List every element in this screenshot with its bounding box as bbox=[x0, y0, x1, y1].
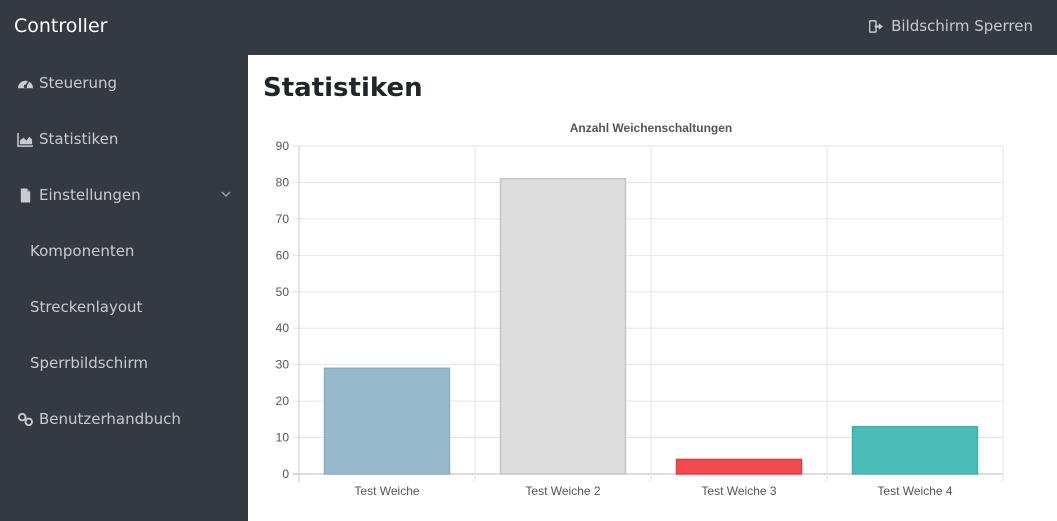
top-navbar: Controller Bildschirm Sperren bbox=[0, 0, 1057, 55]
x-tick-label: Test Weiche 2 bbox=[525, 484, 600, 498]
lock-screen-label: Bildschirm Sperren bbox=[891, 17, 1033, 35]
chart-title: Anzahl Weichenschaltungen bbox=[570, 121, 732, 135]
x-tick-label: Test Weiche bbox=[354, 484, 419, 498]
sidebar-item-label: Steuerung bbox=[39, 74, 118, 92]
app-brand[interactable]: Controller bbox=[14, 15, 108, 37]
area-chart-icon bbox=[16, 131, 34, 147]
dashboard-icon bbox=[16, 75, 34, 91]
y-tick-label: 80 bbox=[276, 175, 290, 189]
bar bbox=[851, 425, 979, 475]
sidebar: Steuerung Statistiken Einstellungen Komp… bbox=[0, 55, 248, 521]
y-tick-label: 50 bbox=[276, 285, 290, 299]
y-tick-label: 10 bbox=[276, 431, 290, 445]
file-icon bbox=[16, 187, 34, 203]
sidebar-item-label: Benutzerhandbuch bbox=[39, 410, 181, 428]
sidebar-item-komponenten[interactable]: Komponenten bbox=[0, 231, 248, 271]
bar bbox=[323, 367, 451, 475]
sidebar-item-streckenlayout[interactable]: Streckenlayout bbox=[0, 287, 248, 327]
x-tick-label: Test Weiche 4 bbox=[877, 484, 952, 498]
y-tick-label: 0 bbox=[282, 467, 289, 481]
y-tick-label: 20 bbox=[276, 394, 290, 408]
sidebar-item-label: Sperrbildschirm bbox=[30, 354, 148, 372]
link-icon bbox=[16, 411, 34, 427]
sidebar-item-label: Einstellungen bbox=[39, 186, 141, 204]
x-tick-label: Test Weiche 3 bbox=[701, 484, 776, 498]
bar bbox=[499, 178, 627, 475]
chevron-down-icon bbox=[221, 191, 231, 198]
sidebar-item-sperrbildschirm[interactable]: Sperrbildschirm bbox=[0, 343, 248, 383]
sign-out-icon bbox=[869, 19, 884, 33]
main-content: Statistiken Anzahl Weichenschaltungen 0 10… bbox=[248, 55, 1057, 521]
lock-screen-button[interactable]: Bildschirm Sperren bbox=[869, 17, 1033, 35]
y-tick-label: 90 bbox=[276, 139, 290, 153]
y-tick-label: 30 bbox=[276, 358, 290, 372]
sidebar-item-label: Streckenlayout bbox=[30, 298, 143, 316]
bar bbox=[675, 458, 803, 475]
sidebar-item-label: Komponenten bbox=[30, 242, 135, 260]
sidebar-item-steuerung[interactable]: Steuerung bbox=[0, 63, 248, 103]
y-tick-label: 60 bbox=[276, 248, 290, 262]
sidebar-item-einstellungen[interactable]: Einstellungen bbox=[0, 175, 248, 215]
sidebar-item-benutzerhandbuch[interactable]: Benutzerhandbuch bbox=[0, 399, 248, 439]
page-title: Statistiken bbox=[263, 73, 423, 103]
y-tick-label: 70 bbox=[276, 212, 290, 226]
bar-chart: Anzahl Weichenschaltungen 0 10 20 30 40 50 60 70… bbox=[276, 121, 1004, 498]
y-tick-label: 40 bbox=[276, 321, 290, 335]
sidebar-item-label: Statistiken bbox=[39, 130, 119, 148]
sidebar-item-statistiken[interactable]: Statistiken bbox=[0, 119, 248, 159]
